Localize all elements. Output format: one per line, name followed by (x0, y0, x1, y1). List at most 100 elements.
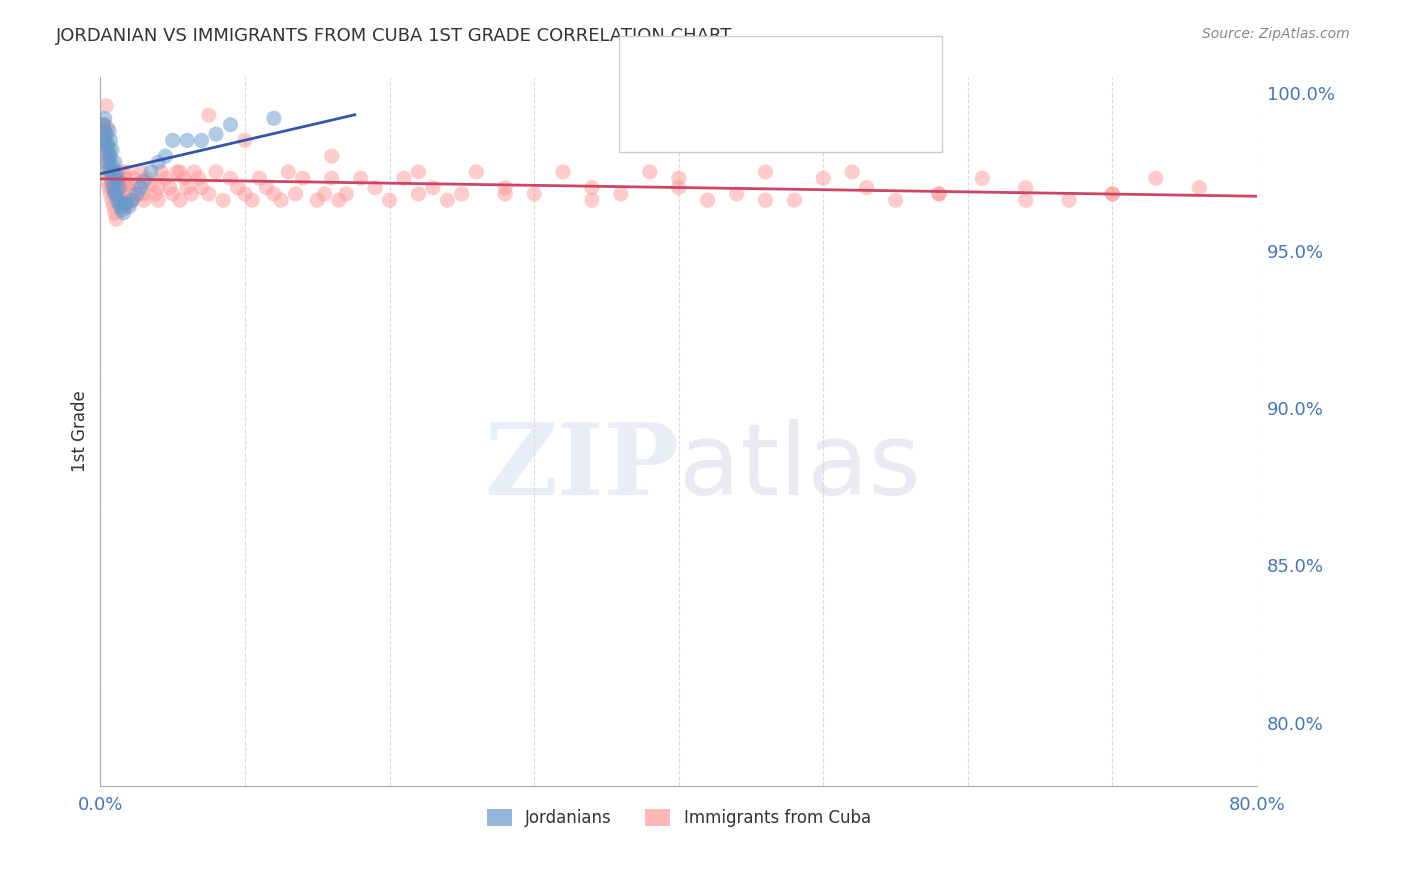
Point (159, 180, 181, 194)
Point (91, 118, 114, 132)
Point (103, 178, 125, 192)
Point (219, 118, 242, 132)
Point (328, 193, 350, 207)
Point (668, 180, 690, 194)
Point (183, 165, 205, 179)
Point (108, 196, 131, 211)
Y-axis label: 1st Grade: 1st Grade (72, 391, 89, 473)
Point (93, 133, 115, 147)
Point (668, 171, 690, 186)
Text: atlas: atlas (679, 418, 921, 516)
Point (233, 133, 256, 147)
Point (884, 193, 907, 207)
Point (1015, 193, 1038, 207)
Point (94, 99, 117, 113)
Text: JORDANIAN VS IMMIGRANTS FROM CUBA 1ST GRADE CORRELATION CHART: JORDANIAN VS IMMIGRANTS FROM CUBA 1ST GR… (56, 27, 733, 45)
Point (465, 165, 488, 179)
Text: ■: ■ (643, 62, 661, 81)
Point (307, 193, 329, 207)
Point (284, 186, 307, 201)
Point (108, 193, 131, 207)
Point (121, 193, 143, 207)
Point (101, 171, 124, 186)
Point (108, 171, 131, 186)
Point (321, 149, 343, 163)
Point (972, 171, 994, 186)
Point (104, 206, 127, 220)
Point (103, 165, 125, 179)
Point (100, 186, 122, 201)
Point (754, 193, 776, 207)
Point (233, 186, 256, 201)
Point (101, 174, 124, 188)
Point (581, 180, 603, 194)
Text: -0.184: -0.184 (703, 96, 758, 112)
Point (928, 186, 950, 201)
Point (139, 165, 162, 179)
Point (263, 112, 285, 126)
Point (94, 136, 117, 151)
Point (114, 196, 136, 211)
Point (115, 165, 138, 179)
Point (101, 159, 124, 173)
Point (103, 180, 125, 194)
Point (93, 124, 115, 138)
Text: R =: R = (668, 96, 702, 112)
Point (121, 193, 143, 207)
Point (813, 171, 835, 186)
Point (118, 184, 141, 198)
Point (422, 180, 444, 194)
Point (115, 200, 138, 214)
Point (392, 171, 415, 186)
Point (610, 186, 633, 201)
Point (97, 136, 120, 151)
Point (783, 193, 806, 207)
Point (104, 184, 127, 198)
Point (100, 165, 122, 179)
Text: 0.246: 0.246 (703, 61, 751, 76)
Point (129, 180, 152, 194)
Point (98, 155, 121, 169)
Point (128, 186, 150, 201)
Point (107, 165, 129, 179)
Point (111, 180, 134, 194)
Point (247, 171, 270, 186)
Point (98, 180, 121, 194)
Point (176, 180, 198, 194)
Point (111, 186, 134, 201)
Point (125, 178, 148, 192)
Point (176, 133, 198, 147)
Point (696, 193, 718, 207)
Point (321, 171, 343, 186)
Point (162, 133, 184, 147)
Point (112, 206, 135, 220)
Point (256, 180, 278, 194)
Point (148, 155, 170, 169)
Point (205, 165, 228, 179)
Point (148, 180, 170, 194)
Point (91, 133, 114, 147)
Point (107, 193, 129, 207)
Point (100, 165, 122, 179)
Point (104, 155, 127, 169)
Point (841, 165, 863, 179)
Point (104, 165, 127, 179)
Point (94, 139, 117, 153)
Text: R =: R = (668, 61, 702, 76)
Point (103, 200, 125, 214)
Point (349, 171, 371, 186)
Point (115, 196, 138, 211)
Point (494, 180, 516, 194)
Point (1188, 180, 1211, 194)
Point (197, 108, 219, 122)
Point (93, 118, 115, 132)
Point (1101, 186, 1123, 201)
Point (100, 133, 122, 147)
Text: ■: ■ (643, 98, 661, 117)
Point (523, 186, 546, 201)
Point (314, 186, 336, 201)
Point (104, 171, 127, 186)
Point (240, 193, 263, 207)
Point (378, 193, 401, 207)
Text: 125: 125 (792, 96, 824, 112)
